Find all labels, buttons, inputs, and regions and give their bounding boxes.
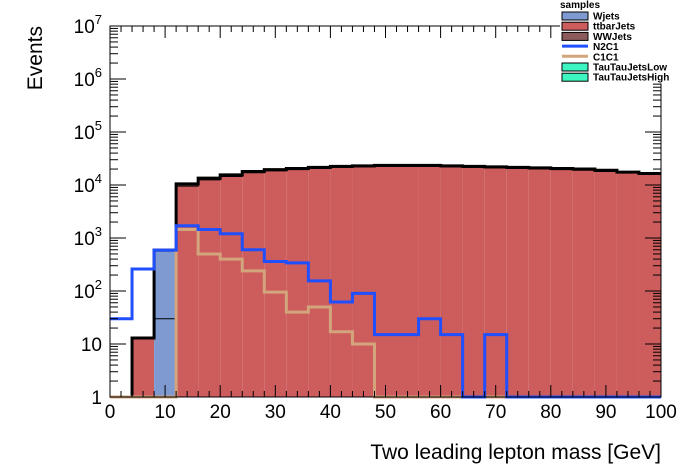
bar-ttbarJets-6 xyxy=(242,172,265,397)
legend-item: TauTauJetsHigh xyxy=(561,72,669,84)
legend-swatch xyxy=(561,31,589,41)
legend: samples WjetsttbarJetsWWJetsN2C1C1C1TauT… xyxy=(560,0,672,84)
legend-label: C1C1 xyxy=(593,52,619,63)
bar-ttbarJets-3 xyxy=(176,186,199,397)
bar-ttbarJets-21 xyxy=(572,170,595,397)
legend-label: TauTauJetsLow xyxy=(593,63,667,74)
bar-ttbarJets-10 xyxy=(330,167,353,397)
bar-ttbarJets-1 xyxy=(132,337,155,397)
bar-ttbarJets-8 xyxy=(286,169,309,397)
y-tick-label: 105 xyxy=(74,118,102,144)
bar-ttbarJets-9 xyxy=(308,168,331,397)
legend-item: TauTauJetsLow xyxy=(561,62,667,74)
y-tick-label: 107 xyxy=(74,12,102,38)
bar-ttbarJets-24 xyxy=(638,174,661,397)
bar-Wjets-2 xyxy=(154,251,177,397)
y-tick-label: 10 xyxy=(81,335,102,356)
bar-ttbarJets-15 xyxy=(440,166,463,397)
x-tick-label: 90 xyxy=(595,402,616,423)
y-tick-label: 1 xyxy=(91,388,102,409)
x-tick-label: 80 xyxy=(540,402,561,423)
x-tick-label: 10 xyxy=(155,402,176,423)
bar-ttbarJets-22 xyxy=(594,171,617,397)
legend-swatch xyxy=(561,62,589,72)
plot-area xyxy=(132,165,661,397)
y-tick-label: 104 xyxy=(74,171,102,197)
x-tick-label: 40 xyxy=(320,402,341,423)
legend-swatch xyxy=(561,72,589,82)
x-tick-label: 0 xyxy=(105,402,116,423)
x-axis-label: Two leading lepton mass [GeV] xyxy=(370,441,661,464)
legend-item: ttbarJets xyxy=(561,21,636,33)
bar-ttbarJets-7 xyxy=(264,170,287,397)
legend-label: WWJets xyxy=(593,32,632,43)
legend-label: ttbarJets xyxy=(593,22,636,33)
legend-item: Wjets xyxy=(561,11,620,23)
bar-ttbarJets-23 xyxy=(616,172,639,397)
legend-swatch xyxy=(561,21,589,31)
bar-ttbarJets-18 xyxy=(506,168,529,397)
x-tick-label: 70 xyxy=(485,402,506,423)
legend-items: WjetsttbarJetsWWJetsN2C1C1C1TauTauJetsLo… xyxy=(561,11,669,84)
legend-swatch xyxy=(561,11,589,21)
stack-ttbar-outline xyxy=(110,165,661,398)
x-axis: 0 10 20 30 40 50 60 70 80 90 100 xyxy=(105,26,677,423)
x-tick-label: 50 xyxy=(375,402,396,423)
legend-title: samples xyxy=(560,0,600,11)
x-tick-label: 20 xyxy=(210,402,231,423)
x-tick-label: 30 xyxy=(265,402,286,423)
y-tick-label: 103 xyxy=(74,224,102,250)
legend-label: Wjets xyxy=(593,12,620,23)
legend-item: WWJets xyxy=(561,31,632,43)
x-tick-label: 60 xyxy=(430,402,451,423)
bar-ttbarJets-4 xyxy=(198,179,221,397)
bar-ttbarJets-14 xyxy=(418,166,441,397)
y-axis-label: Events xyxy=(24,26,47,90)
stack-total-outline xyxy=(110,163,661,399)
legend-label: TauTauJetsHigh xyxy=(593,73,669,84)
legend-label: N2C1 xyxy=(593,42,619,53)
y-tick-label: 102 xyxy=(74,277,102,303)
x-tick-label: 100 xyxy=(645,402,677,423)
legend-item: N2C1 xyxy=(562,42,619,53)
bar-ttbarJets-17 xyxy=(484,167,507,397)
bar-ttbarJets-16 xyxy=(462,167,485,397)
bar-ttbarJets-13 xyxy=(396,166,419,397)
bar-ttbarJets-12 xyxy=(374,166,397,397)
bar-ttbarJets-5 xyxy=(220,176,243,397)
legend-item: C1C1 xyxy=(562,52,619,63)
bar-WWJets-3 xyxy=(176,185,199,187)
bar-ttbarJets-11 xyxy=(352,166,375,397)
y-tick-label: 106 xyxy=(74,65,102,91)
bar-ttbarJets-19 xyxy=(528,169,551,397)
bar-ttbarJets-20 xyxy=(550,169,573,397)
